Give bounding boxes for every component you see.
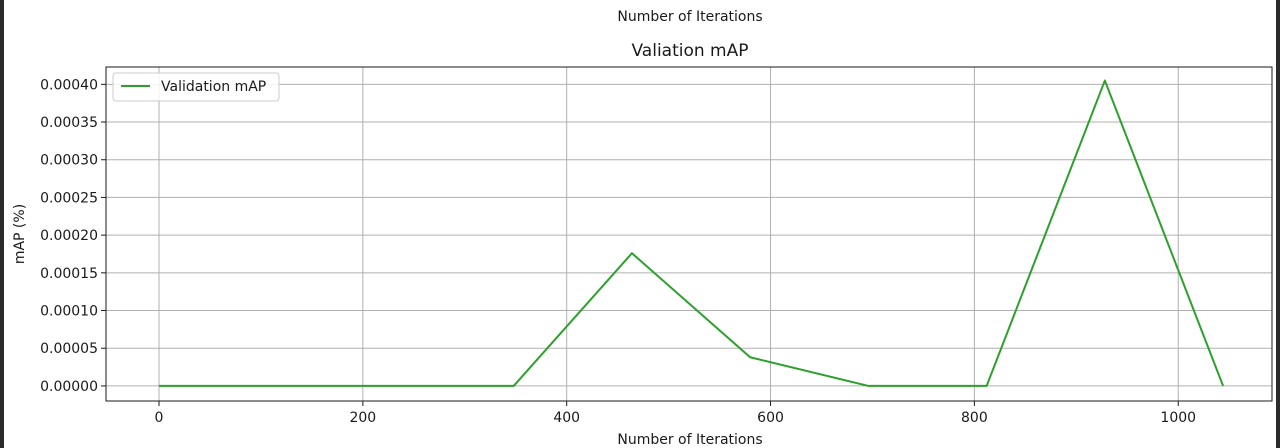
y-axis-label: mAP (%) — [12, 204, 28, 264]
legend: Validation mAP — [112, 72, 280, 102]
y-tick-label: 0.00020 — [40, 228, 98, 244]
y-tick-label: 0.00025 — [40, 190, 98, 206]
y-tick-label: 0.00005 — [40, 341, 98, 357]
y-tick-label: 0.00015 — [40, 266, 98, 282]
legend-label-validation-map: Validation mAP — [161, 79, 266, 95]
grid-lines — [106, 67, 1272, 401]
x-tick-label: 1000 — [1160, 410, 1196, 426]
window-left-border — [0, 0, 4, 448]
x-tick-label: 0 — [155, 410, 164, 426]
plot-frame — [105, 66, 1273, 402]
y-tick-label: 0.00035 — [40, 115, 98, 131]
y-axis-ticks: 0.00000 0.00005 0.00010 0.00015 0.00020 0.000… — [40, 77, 106, 395]
series-line-validation-map — [159, 79, 1225, 387]
y-tick-label: 0.00030 — [40, 153, 98, 169]
y-tick-label: 0.00040 — [40, 77, 98, 93]
y-tick-label: 0.00010 — [40, 304, 98, 320]
legend-box — [112, 72, 280, 102]
window-right-border — [1276, 0, 1280, 448]
series-layer — [159, 79, 1225, 387]
x-axis-ticks: 0 200 400 600 800 1000 — [155, 401, 1196, 426]
x-tick-label: 200 — [349, 410, 376, 426]
x-tick-label: 800 — [961, 410, 988, 426]
chart-title: Valiation mAP — [632, 41, 749, 61]
y-tick-label: 0.00000 — [40, 379, 98, 395]
x-tick-label: 400 — [553, 410, 580, 426]
previous-chart-xlabel: Number of Iterations — [617, 9, 762, 25]
x-tick-label: 600 — [757, 410, 784, 426]
x-axis-label: Number of Iterations — [617, 432, 762, 448]
